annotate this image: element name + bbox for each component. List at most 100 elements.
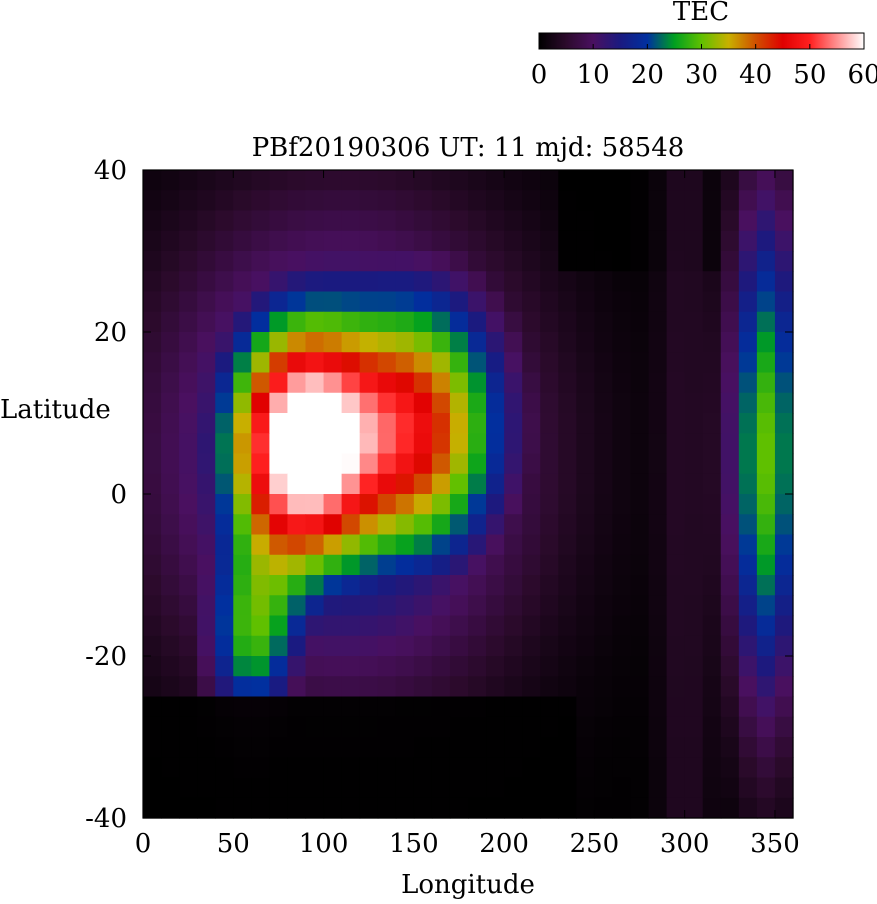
heatmap-cell [504,554,523,576]
heatmap-cell [738,332,758,353]
heatmap-cell [413,251,433,272]
heatmap-cell [269,210,289,232]
heatmap-cell [522,291,541,313]
heatmap-cell [648,433,668,455]
heatmap-cell [377,615,397,637]
heatmap-cell [413,190,433,212]
heatmap-cell [576,473,595,495]
heatmap-cell [431,615,451,637]
heatmap-cell [666,352,686,374]
heatmap-cell [323,696,343,718]
heatmap-cell [359,575,379,596]
heatmap-cell [486,271,505,293]
heatmap-cell [648,352,668,374]
heatmap-cell [648,190,668,212]
heatmap-cell [558,757,577,779]
heatmap-cell [179,737,198,758]
heatmap-cell [558,230,577,252]
heatmap-cell [468,291,487,313]
colorbar-tick-label: 0 [531,60,548,90]
heatmap-cell [305,413,325,434]
x-axis-ticks: 0 50 100 150 200 250 300 350 [135,170,800,859]
heatmap-cell [413,473,433,495]
x-tick-label: 150 [389,829,439,859]
heatmap-cell [179,777,198,799]
heatmap-cell [486,332,505,353]
heatmap-cell [594,392,614,414]
heatmap-cell [486,230,505,252]
heatmap-cell [576,737,595,758]
heatmap-cell [269,372,289,394]
heatmap-cell [756,170,776,191]
heatmap-cell [594,190,614,212]
heatmap-cell [522,372,541,394]
heatmap-cell [251,554,270,576]
heatmap-cell [413,534,433,556]
heatmap-cell [522,696,541,718]
heatmap-cell [161,230,180,252]
heatmap-cell [666,737,686,758]
heatmap-cell [287,494,307,515]
heatmap-cell [341,696,361,718]
heatmap-cell [143,190,162,212]
heatmap-cell [576,291,595,313]
heatmap-cell [251,575,270,596]
heatmap-cell [756,514,776,536]
heatmap-cell [522,271,541,293]
heatmap-cell [504,271,523,293]
heatmap-cell [522,656,541,677]
heatmap-cell [756,676,776,698]
heatmap-cell [540,494,559,515]
heatmap-cell [251,413,270,434]
heatmap-cell [540,737,559,758]
heatmap-cell [431,554,451,576]
heatmap-cell [594,514,614,536]
heatmap-cell [504,676,523,698]
heatmap-cell [666,291,686,313]
heatmap-cell [666,372,686,394]
heatmap-cell [738,595,758,617]
heatmap-cell [684,473,704,495]
heatmap-cell [305,291,325,313]
heatmap-cell [468,595,487,617]
heatmap-cell [612,311,632,333]
heatmap-cell [305,757,325,779]
heatmap-cell [215,190,234,212]
heatmap-cell [756,372,776,394]
heatmap-cell [161,170,180,191]
heatmap-cell [377,311,397,333]
heatmap-cell [251,271,270,293]
heatmap-cell [323,170,343,191]
heatmap-cell [576,230,595,252]
heatmap-cell [215,534,234,556]
heatmap-cell [648,271,668,293]
heatmap-cell [143,737,162,758]
heatmap-cell [197,575,216,596]
heatmap-cell [269,615,289,637]
heatmap-cell [251,230,270,252]
heatmap-cell [504,494,523,515]
heatmap-cell [269,170,289,191]
heatmap-cell [630,494,650,515]
heatmap-cell [413,271,433,293]
heatmap-cell [395,433,415,455]
heatmap-cell [684,291,704,313]
heatmap-cell [522,433,541,455]
heatmap-cell [684,757,704,779]
heatmap-cell [720,777,740,799]
y-tick-label: 40 [94,156,127,186]
heatmap-cell [522,797,541,819]
heatmap-cell [468,514,487,536]
heatmap-cell [756,291,776,313]
heatmap-cell [233,494,252,515]
heatmap-cell [486,473,505,495]
heatmap-cell [576,534,595,556]
heatmap-cell [630,635,650,657]
heatmap-cell [197,534,216,556]
heatmap-cell [684,372,704,394]
heatmap-cell [540,291,559,313]
heatmap-cell [684,352,704,374]
heatmap-cell [684,433,704,455]
heatmap-cell [233,433,252,455]
heatmap-cell [486,635,505,657]
